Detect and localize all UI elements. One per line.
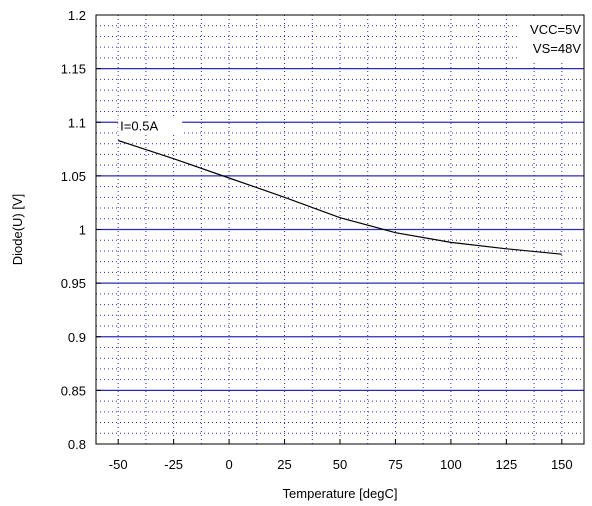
x-tick-label: -50: [109, 457, 128, 472]
x-tick-label: 25: [277, 457, 291, 472]
y-tick-label: 0.8: [68, 437, 86, 452]
series-label-bg: [118, 118, 183, 134]
grid: [96, 15, 584, 444]
x-tick-label: 100: [440, 457, 462, 472]
y-tick-label: 1: [79, 223, 86, 238]
y-tick-label: 0.9: [68, 330, 86, 345]
x-tick-label: 150: [551, 457, 573, 472]
x-tick-label: 50: [333, 457, 347, 472]
y-axis-ticks: 0.8 0.85 0.9 0.95 1 1.05 1.1 1.15 1.2: [61, 8, 101, 452]
x-axis-title: Temperature [degC]: [283, 486, 398, 501]
y-tick-label: 0.95: [61, 276, 86, 291]
x-tick-label: -25: [164, 457, 183, 472]
x-tick-label: 75: [388, 457, 402, 472]
y-tick-label: 1.15: [61, 62, 86, 77]
y-tick-label: 1.05: [61, 169, 86, 184]
annotation-layer: VCC=5V VS=48V: [520, 19, 582, 61]
series-label: I=0.5A: [120, 118, 158, 133]
x-tick-label: 125: [496, 457, 518, 472]
condition-annotation: VS=48V: [533, 41, 581, 56]
x-tick-label: 0: [225, 457, 232, 472]
annotation-bg: [520, 19, 582, 61]
series-layer: I=0.5A: [118, 118, 562, 255]
y-tick-label: 0.85: [61, 383, 86, 398]
y-axis-title: Diode(U) [V]: [10, 194, 25, 266]
x-axis-ticks: -50 -25 0 25 50 75 100 125 150: [109, 439, 573, 472]
condition-annotation: VCC=5V: [530, 22, 581, 37]
series-line: [118, 139, 562, 255]
y-tick-label: 1.1: [68, 115, 86, 130]
y-tick-label: 1.2: [68, 8, 86, 23]
